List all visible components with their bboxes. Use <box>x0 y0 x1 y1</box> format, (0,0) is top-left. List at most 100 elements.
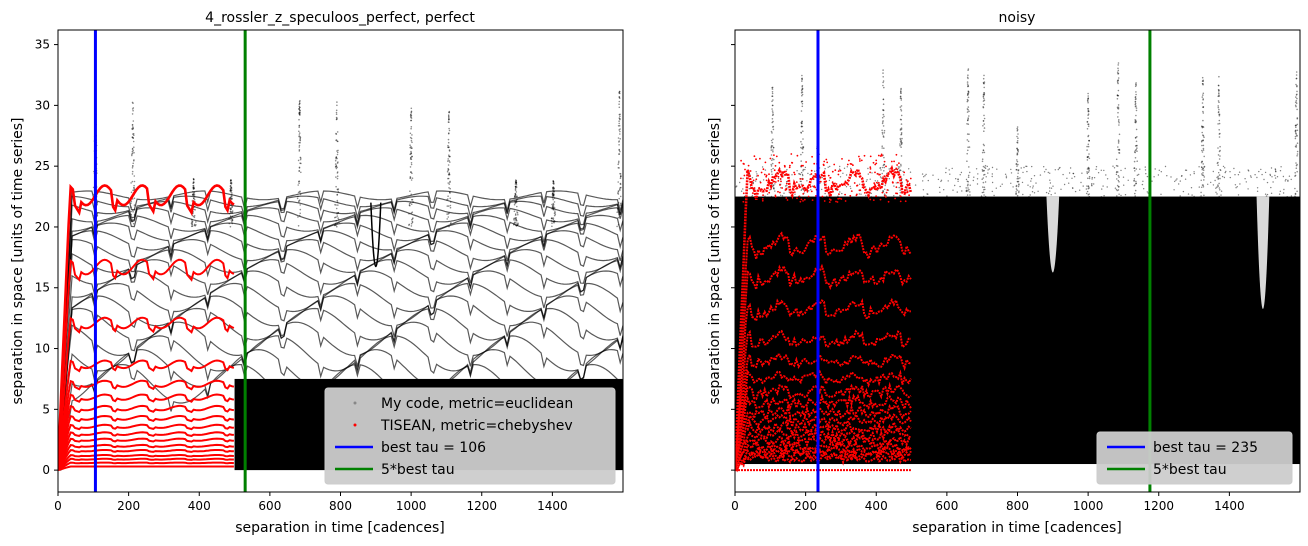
peak-point <box>515 217 517 219</box>
peak-point <box>1203 208 1205 210</box>
peak-point <box>619 204 622 206</box>
peak-point <box>897 222 900 225</box>
red-point <box>793 191 796 194</box>
peak-point <box>1085 188 1088 190</box>
black-point <box>1059 198 1062 201</box>
red-point <box>895 153 898 156</box>
black-point <box>752 182 754 185</box>
black-point <box>1245 197 1248 199</box>
peak-point <box>967 117 969 119</box>
black-point <box>937 219 939 221</box>
peak-point <box>516 211 518 213</box>
peak-point <box>618 149 621 151</box>
black-point <box>807 172 809 175</box>
black-point <box>932 219 934 221</box>
peak-point <box>514 195 516 198</box>
red-point <box>773 180 776 183</box>
peak-point <box>1295 102 1298 104</box>
black-point <box>808 190 810 192</box>
peak-point <box>1294 201 1296 203</box>
peak-point <box>133 187 135 189</box>
peak-point <box>801 143 803 145</box>
peak-point <box>617 204 619 206</box>
peak-point <box>1015 204 1018 207</box>
peak-point <box>336 153 339 156</box>
black-point <box>1145 173 1147 175</box>
peak-point <box>552 192 554 195</box>
peak-point <box>968 188 970 191</box>
peak-point <box>552 188 554 190</box>
black-point <box>1229 176 1232 179</box>
peak-point <box>190 222 193 224</box>
peak-point <box>1117 104 1120 106</box>
black-point <box>1266 181 1269 184</box>
peak-point <box>336 188 339 191</box>
peak-point <box>411 155 413 158</box>
black-point <box>1017 172 1019 174</box>
peak-point <box>230 179 232 182</box>
peak-point <box>1219 132 1221 135</box>
black-point <box>1079 215 1082 218</box>
peak-point <box>900 146 902 148</box>
black-point <box>929 208 931 211</box>
peak-point <box>1297 199 1300 202</box>
black-curve <box>58 259 623 471</box>
peak-point <box>1202 186 1205 188</box>
peak-point <box>981 199 983 201</box>
black-point <box>791 174 793 176</box>
black-point <box>902 170 904 173</box>
peak-point <box>617 216 620 219</box>
peak-point <box>801 100 804 103</box>
black-point <box>932 174 934 176</box>
peak-point <box>448 173 450 175</box>
black-point <box>1045 168 1047 171</box>
peak-point <box>1202 135 1205 137</box>
peak-point <box>298 113 301 115</box>
red-point <box>805 161 807 163</box>
black-point <box>1078 199 1080 201</box>
red-point <box>788 166 791 169</box>
black-point <box>1062 173 1064 176</box>
peak-point <box>1088 139 1090 142</box>
peak-point <box>1134 197 1136 200</box>
black-point <box>995 187 997 189</box>
peak-point <box>133 186 135 189</box>
red-point <box>822 163 825 166</box>
black-point <box>1164 219 1167 221</box>
peak-point <box>1136 160 1138 162</box>
peak-point <box>300 157 302 159</box>
black-point <box>821 202 824 204</box>
peak-point <box>900 87 902 90</box>
peak-point <box>131 113 134 115</box>
peak-point <box>983 151 986 154</box>
peak-point <box>900 165 902 167</box>
black-point <box>1258 170 1260 173</box>
peak-point <box>881 133 884 135</box>
peak-point <box>298 100 301 103</box>
black-point <box>779 198 781 201</box>
black-point <box>1280 166 1282 168</box>
black-point <box>1181 175 1183 177</box>
black-point <box>854 216 856 219</box>
peak-point <box>618 96 621 99</box>
peak-point <box>982 198 984 201</box>
black-point <box>1101 188 1103 190</box>
black-point <box>804 166 807 169</box>
red-point <box>901 187 903 190</box>
red-point <box>823 200 826 202</box>
black-point <box>887 203 889 205</box>
red-point <box>905 191 907 194</box>
black-point <box>1086 185 1088 187</box>
black-point <box>1093 183 1095 185</box>
black-point <box>996 168 998 170</box>
black-point <box>856 208 858 211</box>
black-point <box>938 203 940 205</box>
peak-point <box>801 122 803 125</box>
peak-point <box>191 225 193 228</box>
peak-point <box>410 225 413 227</box>
black-point <box>761 166 764 168</box>
peak-point <box>1087 97 1089 100</box>
peak-point <box>984 173 986 176</box>
black-point <box>1287 180 1289 182</box>
black-point <box>1272 206 1274 209</box>
